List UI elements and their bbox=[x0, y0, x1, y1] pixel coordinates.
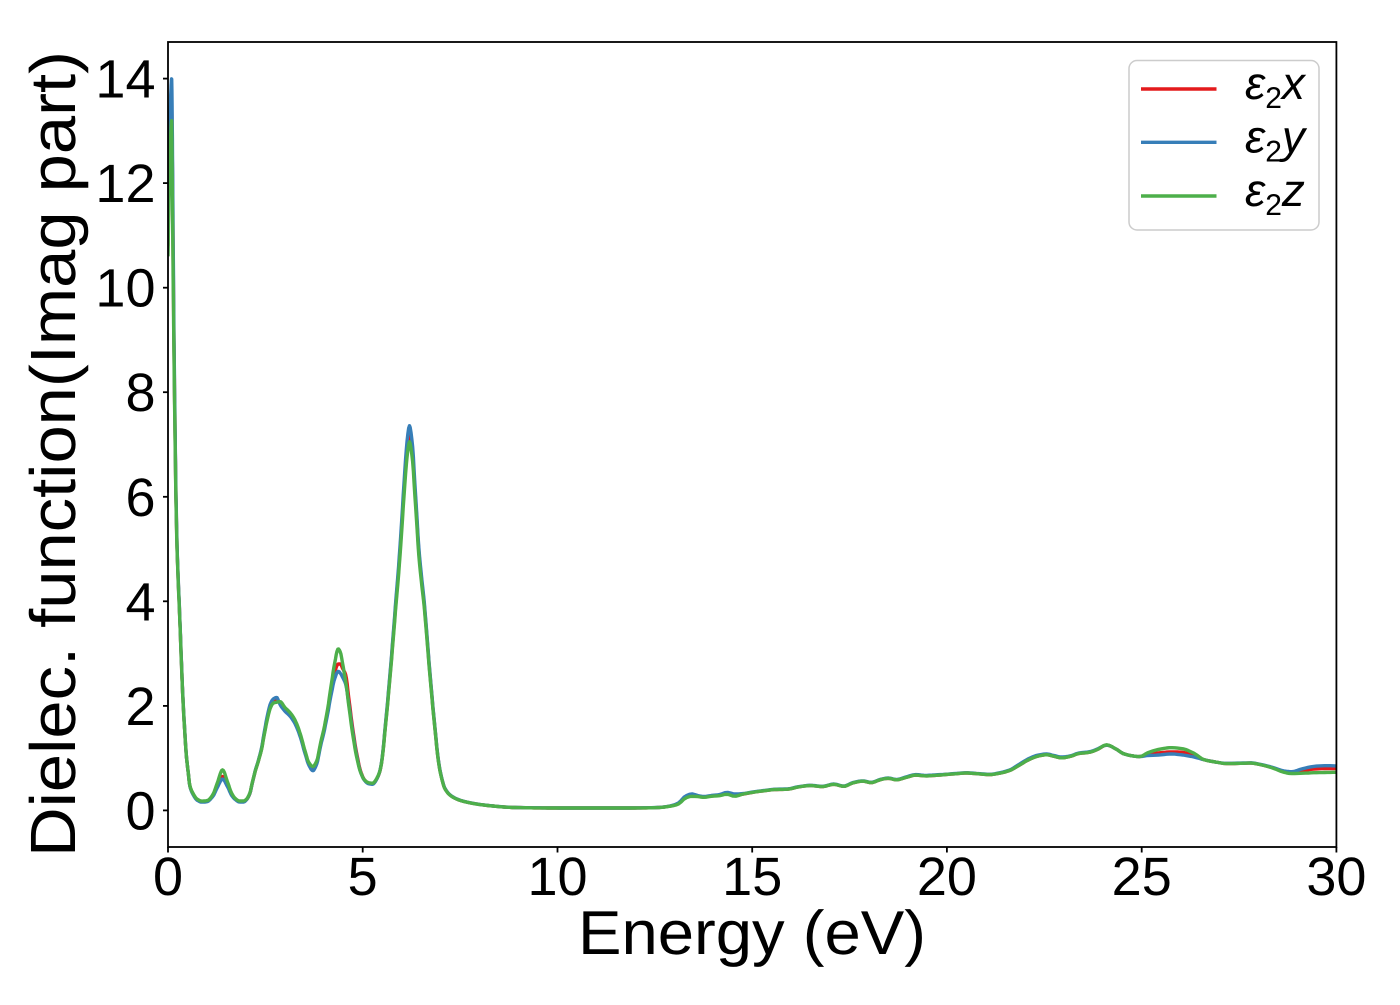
svg-text:20: 20 bbox=[917, 847, 977, 907]
svg-text:14: 14 bbox=[95, 50, 155, 110]
svg-text:5: 5 bbox=[348, 847, 378, 907]
svg-text:25: 25 bbox=[1112, 847, 1172, 907]
svg-text:Energy (eV): Energy (eV) bbox=[578, 899, 926, 968]
svg-text:Dielec. function(Imag part): Dielec. function(Imag part) bbox=[17, 51, 89, 857]
svg-text:10: 10 bbox=[95, 259, 155, 319]
svg-text:12: 12 bbox=[95, 154, 155, 214]
svg-text:8: 8 bbox=[125, 363, 155, 423]
svg-text:15: 15 bbox=[722, 847, 782, 907]
svg-text:30: 30 bbox=[1306, 847, 1366, 907]
svg-text:0: 0 bbox=[125, 781, 155, 841]
svg-text:10: 10 bbox=[527, 847, 587, 907]
svg-text:ε2y: ε2y bbox=[1245, 110, 1308, 168]
svg-text:2: 2 bbox=[125, 677, 155, 737]
svg-text:4: 4 bbox=[125, 572, 155, 632]
svg-text:ε2z: ε2z bbox=[1245, 164, 1305, 222]
svg-text:6: 6 bbox=[125, 468, 155, 528]
svg-text:0: 0 bbox=[153, 847, 183, 907]
